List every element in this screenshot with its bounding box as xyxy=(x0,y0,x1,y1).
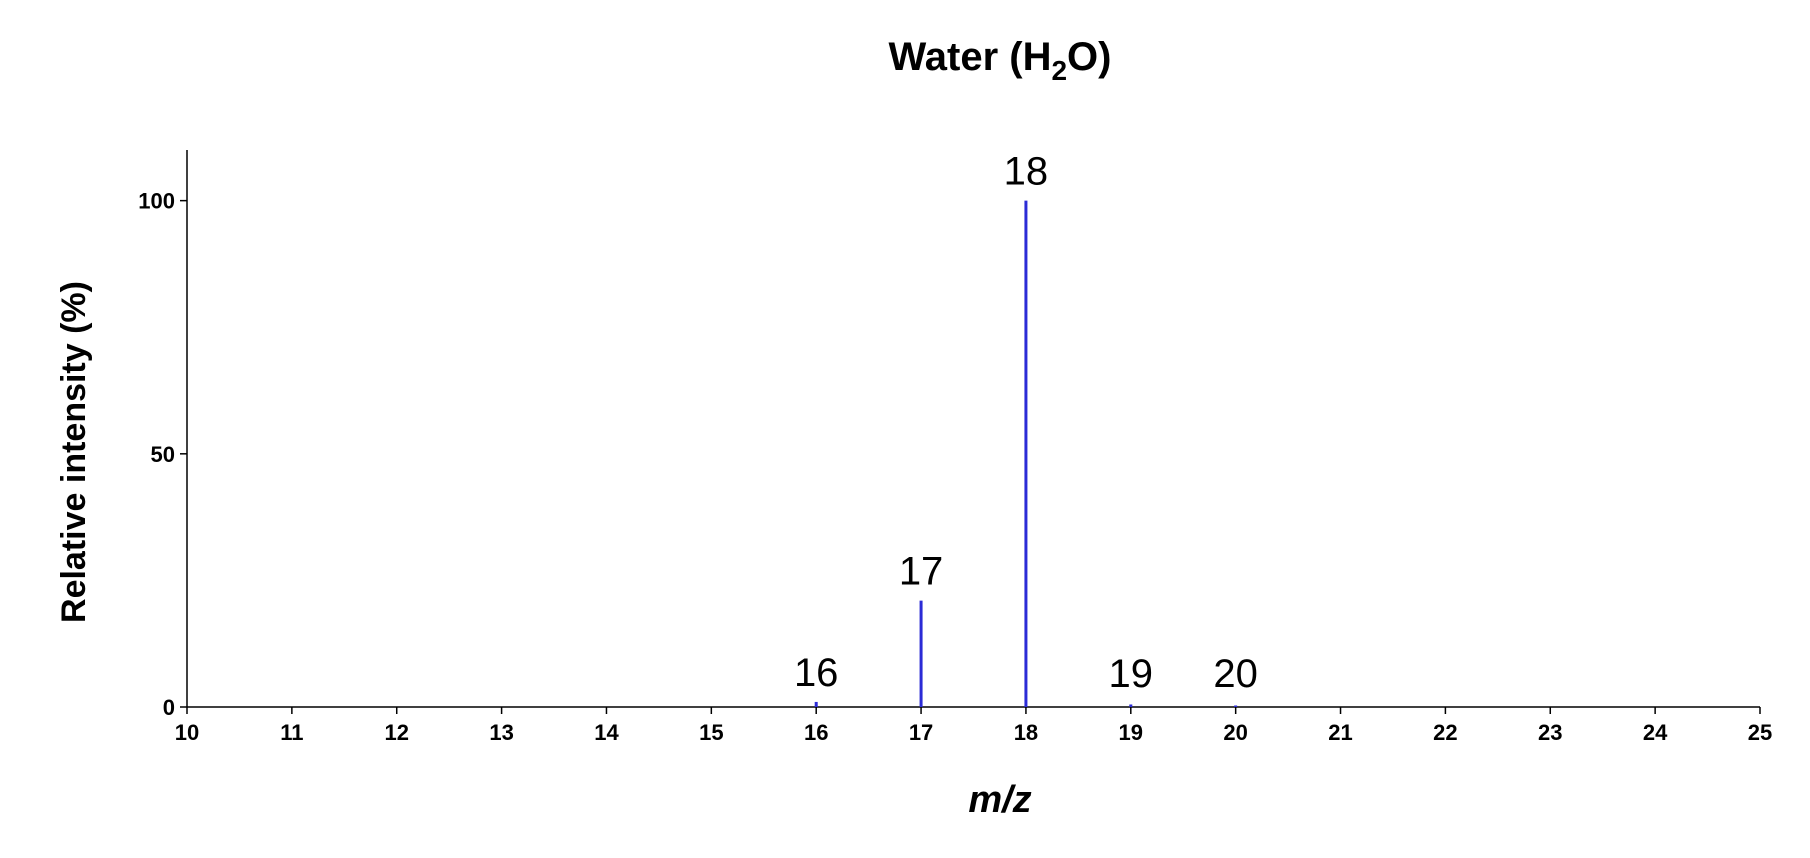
x-tick-label: 20 xyxy=(1223,720,1247,745)
x-tick-label: 25 xyxy=(1748,720,1772,745)
x-tick-label: 11 xyxy=(280,720,303,745)
x-tick-label: 13 xyxy=(489,720,513,745)
x-tick-label: 24 xyxy=(1643,720,1668,745)
x-tick-label: 19 xyxy=(1119,720,1143,745)
chart-title: Water (H2O) xyxy=(889,35,1112,86)
y-tick-label: 50 xyxy=(151,442,175,467)
peak-label: 16 xyxy=(794,651,839,695)
peak-label: 17 xyxy=(899,550,944,594)
x-tick-label: 22 xyxy=(1433,720,1457,745)
x-tick-label: 18 xyxy=(1014,720,1038,745)
axes: 10 11 12 13 14 15 16 17 18 19 20 21 22 23 24 25 0 50 100 xyxy=(138,150,1772,745)
peak-label: 18 xyxy=(1004,150,1049,194)
peaks: 16 17 18 19 20 xyxy=(794,150,1258,707)
y-tick-label: 0 xyxy=(163,695,175,720)
x-tick-label: 21 xyxy=(1328,720,1352,745)
x-axis-label: m/z xyxy=(968,779,1031,821)
x-tick-label: 16 xyxy=(804,720,828,745)
peak-label: 20 xyxy=(1213,652,1258,696)
x-tick-label: 17 xyxy=(909,720,933,745)
x-tick-label: 23 xyxy=(1538,720,1562,745)
y-tick-label: 100 xyxy=(138,189,175,214)
y-axis-label: Relative intensity (%) xyxy=(55,281,93,623)
x-tick-label: 12 xyxy=(384,720,408,745)
peak-label: 19 xyxy=(1109,652,1154,696)
x-tick-label: 10 xyxy=(175,720,199,745)
x-tick-label: 15 xyxy=(699,720,723,745)
x-tick-label: 14 xyxy=(594,720,619,745)
